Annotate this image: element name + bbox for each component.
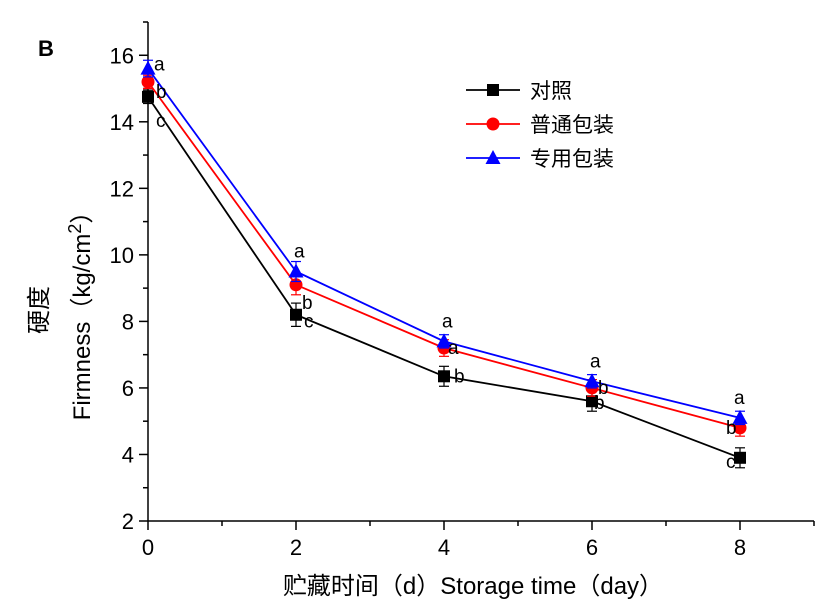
legend-marker [487,84,499,96]
data-point [142,90,154,103]
y-axis-title: Firmness（kg/cm2） [65,200,96,421]
x-tick-label: 0 [142,535,154,560]
data-point [141,75,155,89]
y-tick-label: 10 [110,243,134,268]
series-2 [140,59,748,426]
legend-label: 专用包装 [530,147,614,171]
data-point [436,333,452,348]
x-tick-label: 6 [586,535,598,560]
data-point [438,370,450,383]
significance-letter: b [594,393,605,414]
significance-letter: a [590,351,601,372]
legend-label: 对照 [530,79,572,103]
y-axis-title-sup: 2 [65,224,85,234]
series-line [147,68,741,419]
y-tick-label: 2 [122,509,134,534]
y-tick-label: 12 [110,176,134,201]
series-layer [140,59,748,469]
y-tick-label: 14 [110,110,134,135]
y-tick-label: 6 [122,376,134,401]
y-axis-ticks: 2 4 6 8 10 12 14 16 [110,21,148,534]
y-axis-title-cn-text: 硬度 [26,286,53,334]
legend-marker [485,150,501,164]
data-point [290,308,302,321]
legend-item-0: 对照 [466,79,572,103]
significance-letter: b [598,378,609,399]
y-axis-title-text: Firmness（kg/cm2） [65,200,96,421]
significance-letter: c [304,312,314,333]
significance-letter: a [294,242,305,263]
x-tick-label: 8 [734,535,746,560]
legend-item-1: 普通包装 [466,113,614,137]
data-point [584,373,600,388]
series-0 [142,89,746,469]
y-axis-title-main: Firmness（kg/cm [69,234,96,421]
significance-letter: a [442,311,453,332]
significance-letter: c [156,111,166,132]
significance-letter: b [302,293,313,314]
x-tick-label: 2 [290,535,302,560]
significance-letter: a [154,55,165,76]
significance-letter: b [726,418,737,439]
panel-label: B [38,36,54,61]
data-point [586,395,598,408]
significance-letter: c [726,452,736,473]
x-tick-label: 4 [438,535,450,560]
y-axis-title-end: ） [69,200,96,224]
data-point [732,409,748,424]
legend-marker [486,117,500,131]
data-point [734,451,746,464]
significance-letter: b [454,366,465,387]
legend-item-2: 专用包装 [466,147,614,171]
data-point [140,60,156,75]
y-axis-title-cn: 硬度 [26,286,53,334]
significance-letter: b [156,82,167,103]
y-tick-label: 4 [122,442,134,467]
y-tick-label: 16 [110,43,134,68]
data-point [288,263,304,278]
legend-label: 普通包装 [530,113,614,137]
x-axis-ticks: 0 2 4 6 8 [142,521,815,560]
x-axis-title: 贮藏时间（d）Storage time（day） [283,573,663,600]
significance-letter: a [448,338,459,359]
y-tick-label: 8 [122,309,134,334]
significance-letter: a [734,388,745,409]
